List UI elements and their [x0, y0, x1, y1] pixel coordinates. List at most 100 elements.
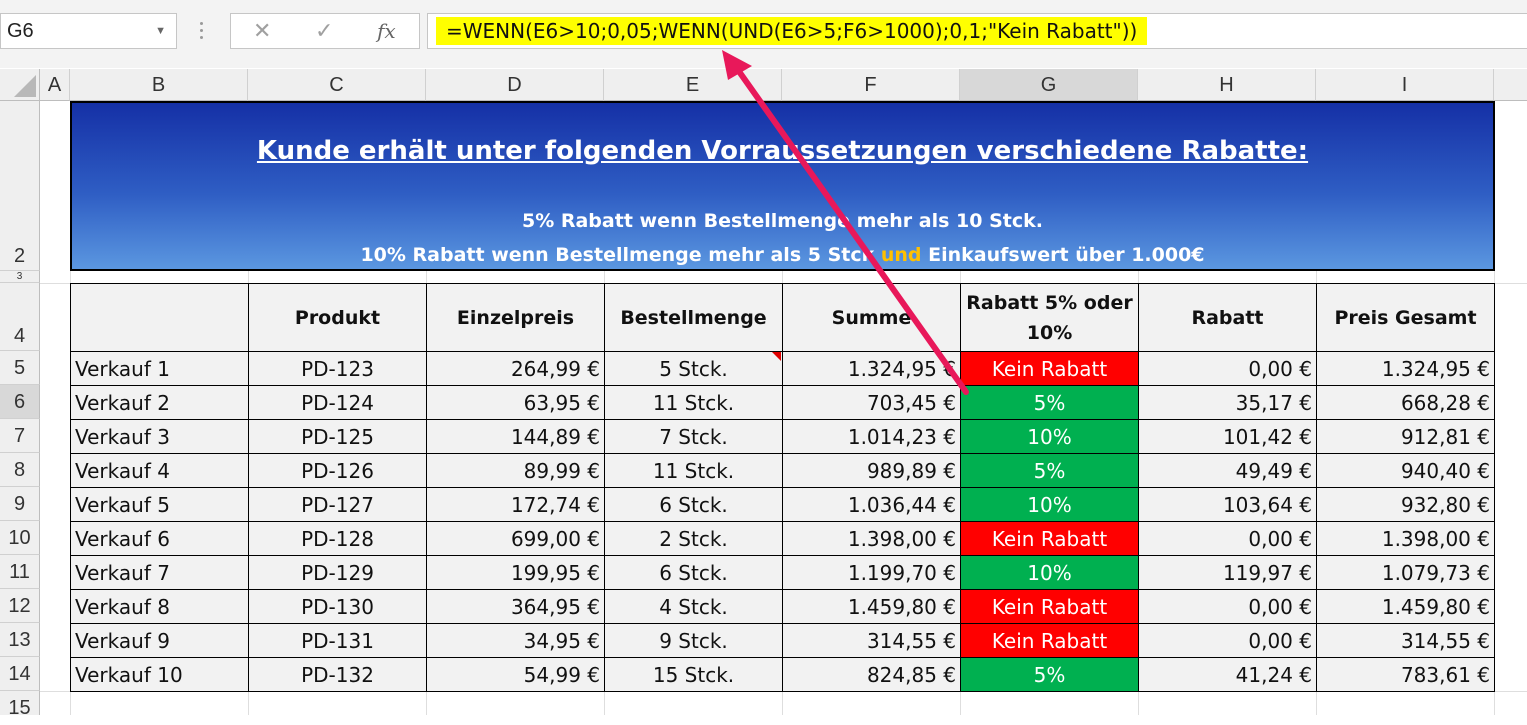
header-bestellmenge[interactable]: Bestellmenge [604, 283, 783, 352]
column-header-c[interactable]: C [248, 69, 426, 101]
column-header-h[interactable]: H [1138, 69, 1316, 101]
cell-einzelpreis[interactable]: 364,95 € [426, 589, 605, 624]
cell-rabatt-typ[interactable]: 10% [960, 487, 1139, 522]
header-cell-b4[interactable] [70, 283, 249, 352]
cell-preis-gesamt[interactable]: 1.079,73 € [1316, 555, 1495, 590]
cell-rabatt-typ[interactable]: Kein Rabatt [960, 521, 1139, 556]
row-header-5[interactable]: 5 [0, 351, 40, 385]
dropdown-arrow-icon[interactable]: ▼ [155, 25, 166, 37]
cell-preis-gesamt[interactable]: 1.398,00 € [1316, 521, 1495, 556]
cell-summe[interactable]: 1.398,00 € [782, 521, 961, 556]
cell-rabatt-typ[interactable]: 10% [960, 419, 1139, 454]
row-header-13[interactable]: 13 [0, 623, 40, 657]
row-header-8[interactable]: 8 [0, 453, 40, 487]
row-header-3[interactable]: 3 [0, 271, 40, 283]
cell-preis-gesamt[interactable]: 668,28 € [1316, 385, 1495, 420]
cell-verkauf[interactable]: Verkauf 6 [70, 521, 249, 556]
cell-rabatt-typ[interactable]: Kein Rabatt [960, 623, 1139, 658]
row-header-2[interactable]: 2 [0, 101, 40, 271]
cell-produkt[interactable]: PD-129 [248, 555, 427, 590]
cell-preis-gesamt[interactable]: 1.459,80 € [1316, 589, 1495, 624]
name-box[interactable]: G6 ▼ [0, 13, 177, 49]
cell-einzelpreis[interactable]: 699,00 € [426, 521, 605, 556]
cell-preis-gesamt[interactable]: 314,55 € [1316, 623, 1495, 658]
column-header-g[interactable]: G [960, 69, 1138, 101]
cell-preis-gesamt[interactable]: 783,61 € [1316, 657, 1495, 692]
formula-input[interactable]: =WENN(E6>10;0,05;WENN(UND(E6>5;F6>1000);… [427, 13, 1527, 49]
cell-rabatt[interactable]: 0,00 € [1138, 623, 1317, 658]
column-header-d[interactable]: D [426, 69, 604, 101]
cell-einzelpreis[interactable]: 172,74 € [426, 487, 605, 522]
row-header-11[interactable]: 11 [0, 555, 40, 589]
cell-bestellmenge[interactable]: 11 Stck. [604, 385, 783, 420]
function-icon[interactable]: fx [377, 19, 396, 43]
row-header-15[interactable]: 15 [0, 691, 40, 719]
cell-rabatt[interactable]: 35,17 € [1138, 385, 1317, 420]
cell-rabatt-typ[interactable]: 5% [960, 657, 1139, 692]
cell-summe[interactable]: 989,89 € [782, 453, 961, 488]
header-einzelpreis[interactable]: Einzelpreis [426, 283, 605, 352]
row-header-12[interactable]: 12 [0, 589, 40, 623]
cell-summe[interactable]: 824,85 € [782, 657, 961, 692]
cell-preis-gesamt[interactable]: 912,81 € [1316, 419, 1495, 454]
cell-bestellmenge[interactable]: 7 Stck. [604, 419, 783, 454]
cancel-icon[interactable]: ✕ [253, 18, 272, 43]
cell-rabatt[interactable]: 101,42 € [1138, 419, 1317, 454]
header-rabatt-typ[interactable]: Rabatt 5% oder 10% [960, 283, 1139, 352]
cell-verkauf[interactable]: Verkauf 5 [70, 487, 249, 522]
column-header-i[interactable]: I [1316, 69, 1494, 101]
cell-summe[interactable]: 1.014,23 € [782, 419, 961, 454]
cell-rabatt[interactable]: 41,24 € [1138, 657, 1317, 692]
cell-verkauf[interactable]: Verkauf 10 [70, 657, 249, 692]
cell-produkt[interactable]: PD-125 [248, 419, 427, 454]
cell-summe[interactable]: 314,55 € [782, 623, 961, 658]
cell-rabatt-typ-selected[interactable]: 5% [960, 385, 1139, 420]
cell-summe[interactable]: 1.459,80 € [782, 589, 961, 624]
row-header-10[interactable]: 10 [0, 521, 40, 555]
cell-bestellmenge[interactable]: 4 Stck. [604, 589, 783, 624]
column-header-f[interactable]: F [782, 69, 960, 101]
cell-produkt[interactable]: PD-130 [248, 589, 427, 624]
cell-einzelpreis[interactable]: 63,95 € [426, 385, 605, 420]
header-preis-gesamt[interactable]: Preis Gesamt [1316, 283, 1495, 352]
cell-bestellmenge[interactable]: 15 Stck. [604, 657, 783, 692]
cell-rabatt[interactable]: 0,00 € [1138, 351, 1317, 386]
cell-verkauf[interactable]: Verkauf 1 [70, 351, 249, 386]
cell-einzelpreis[interactable]: 144,89 € [426, 419, 605, 454]
cell-einzelpreis[interactable]: 34,95 € [426, 623, 605, 658]
row-header-9[interactable]: 9 [0, 487, 40, 521]
header-rabatt[interactable]: Rabatt [1138, 283, 1317, 352]
cell-rabatt-typ[interactable]: Kein Rabatt [960, 351, 1139, 386]
comment-indicator-icon[interactable] [772, 352, 781, 361]
cell-produkt[interactable]: PD-127 [248, 487, 427, 522]
cell-summe[interactable]: 1.036,44 € [782, 487, 961, 522]
cell-rabatt[interactable]: 103,64 € [1138, 487, 1317, 522]
row-header-7[interactable]: 7 [0, 419, 40, 453]
cell-summe[interactable]: 703,45 € [782, 385, 961, 420]
cell-rabatt-typ[interactable]: 10% [960, 555, 1139, 590]
cell-bestellmenge[interactable]: 11 Stck. [604, 453, 783, 488]
cell-produkt[interactable]: PD-128 [248, 521, 427, 556]
cell-verkauf[interactable]: Verkauf 9 [70, 623, 249, 658]
cell-preis-gesamt[interactable]: 932,80 € [1316, 487, 1495, 522]
row-header-6[interactable]: 6 [0, 385, 40, 419]
cell-rabatt-typ[interactable]: 5% [960, 453, 1139, 488]
cell-einzelpreis[interactable]: 54,99 € [426, 657, 605, 692]
cell-einzelpreis[interactable]: 89,99 € [426, 453, 605, 488]
cell-summe[interactable]: 1.324,95 € [782, 351, 961, 386]
cell-einzelpreis[interactable]: 199,95 € [426, 555, 605, 590]
cell-verkauf[interactable]: Verkauf 7 [70, 555, 249, 590]
cell-bestellmenge[interactable]: 2 Stck. [604, 521, 783, 556]
column-header-j[interactable] [1494, 69, 1527, 101]
row-header-4[interactable]: 4 [0, 283, 40, 351]
cell-verkauf[interactable]: Verkauf 8 [70, 589, 249, 624]
cell-bestellmenge[interactable]: 5 Stck. [604, 351, 783, 386]
cell-rabatt-typ[interactable]: Kein Rabatt [960, 589, 1139, 624]
enter-icon[interactable]: ✓ [315, 18, 334, 43]
cell-verkauf[interactable]: Verkauf 3 [70, 419, 249, 454]
cell-produkt[interactable]: PD-132 [248, 657, 427, 692]
cell-verkauf[interactable]: Verkauf 2 [70, 385, 249, 420]
cell-rabatt[interactable]: 49,49 € [1138, 453, 1317, 488]
cell-verkauf[interactable]: Verkauf 4 [70, 453, 249, 488]
row-header-14[interactable]: 14 [0, 657, 40, 691]
